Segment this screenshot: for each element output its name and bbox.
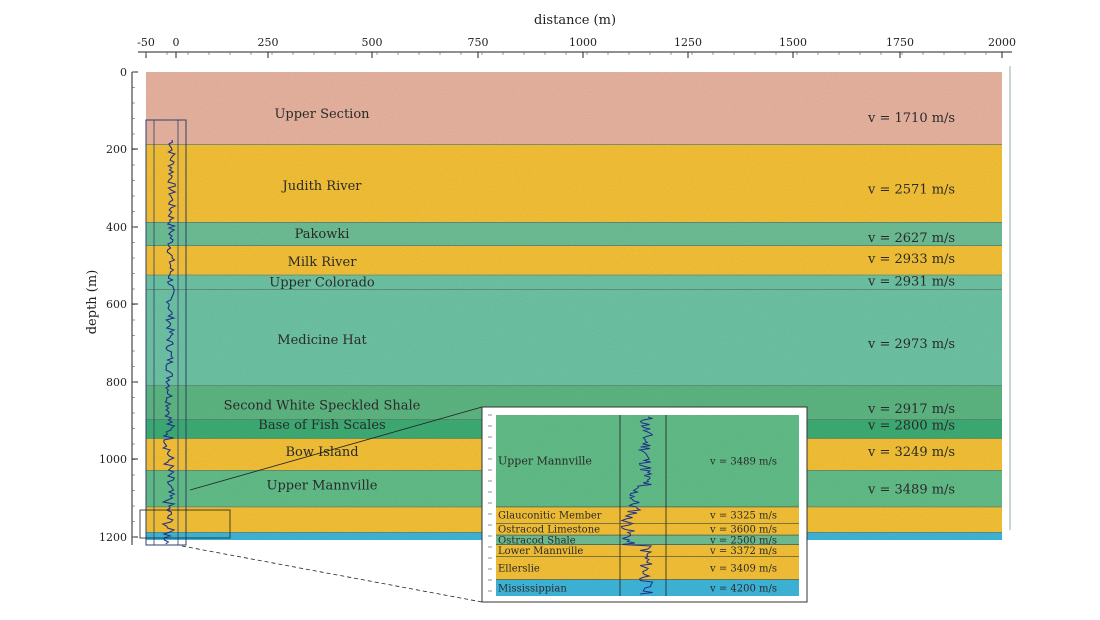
inset-layer-name-label: Lower Mannville [498,546,583,557]
inset-layer-velocity-label: v = 3372 m/s [709,546,777,557]
layer-velocity-label: v = 2933 m/s [867,252,955,267]
inset-layer-band [496,535,799,545]
layer-band [146,222,1002,246]
inset-layer-velocity-label: v = 3600 m/s [709,525,777,536]
x-tick-label: 1750 [886,36,914,49]
layer-band [146,144,1002,223]
y-axis-title: depth (m) [85,270,100,335]
x-tick-label: 1500 [779,36,807,49]
inset-layer-name-label: Glauconitic Member [498,511,602,522]
layer-name-label: Upper Colorado [269,276,375,291]
inset-layer-velocity-label: v = 4200 m/s [709,583,777,594]
y-tick-label: 800 [106,376,127,389]
x-tick-label: 250 [258,36,279,49]
inset-layer-name-label: Upper Mannville [498,454,592,467]
y-tick-label: 1200 [99,531,127,544]
y-tick-label: 200 [106,143,127,156]
layer-velocity-label: v = 2627 m/s [867,231,955,246]
x-axis-title: distance (m) [534,13,616,28]
layer-name-label: Pakowki [295,227,350,242]
layer-velocity-label: v = 1710 m/s [867,111,955,126]
well-log-column [139,119,231,546]
inset-layer-velocity-label: v = 2500 m/s [709,535,777,546]
x-tick-label: 750 [468,36,489,49]
layer-labels: Upper Section v = 1710 m/s Judith River v =… [224,107,955,498]
zoom-region-box [139,509,231,539]
inset-leader-line [181,545,483,603]
y-tick-label: 400 [106,221,127,234]
layer-name-label: Judith River [281,179,363,194]
y-tick-label: 600 [106,298,127,311]
y-tick-label: 0 [120,66,127,79]
layer-velocity-label: v = 2571 m/s [867,183,955,198]
inset-layer-band [496,544,799,557]
inset-layer-band [496,523,799,536]
y-tick-label: 1000 [99,453,127,466]
layer-band [146,245,1002,275]
inset-layer-velocity-label: v = 3489 m/s [709,456,777,467]
x-tick-label: 500 [362,36,383,49]
x-tick-label: 1250 [674,36,702,49]
sonic-log-curve [161,139,177,545]
x-tick-label: 2000 [988,36,1016,49]
inset-layer-band [496,506,799,524]
layer-name-label: Base of Fish Scales [258,418,385,433]
well-log-frame [145,119,187,546]
axes: -50 0 250 500 750 1000 1250 1500 1750 2000 0 200 400… [99,36,1016,545]
inset-layer-velocity-label: v = 3409 m/s [709,563,777,574]
x-tick-label: -50 [137,36,155,49]
inset-layer-name-label: Mississippian [498,583,567,594]
layer-band [146,72,1002,145]
layer-name-label: Second White Speckled Shale [224,398,421,413]
layer-name-label: Milk River [288,255,358,270]
layer-velocity-label: v = 2917 m/s [867,402,955,417]
layer-name-label: Medicine Hat [277,333,367,348]
x-tick-label: 0 [173,36,180,49]
inset-sonic-log-curve [620,416,654,595]
layer-velocity-label: v = 2931 m/s [867,274,955,289]
layer-velocity-label: v = 2800 m/s [867,419,955,434]
inset-layer-velocity-label: v = 3325 m/s [709,511,777,522]
inset-layer-name-label: Ostracod Limestone [498,525,600,536]
layer-band [146,289,1002,386]
layer-velocity-label: v = 3489 m/s [867,483,955,498]
layer-name-label: Upper Section [274,107,370,122]
inset-layer-name-label: Ellerslie [498,563,540,574]
inset-leader-line [189,406,483,491]
layer-velocity-label: v = 3249 m/s [867,445,955,460]
layer-name-label: Upper Mannville [267,478,378,493]
x-tick-label: 1000 [569,36,597,49]
inset-layer-name-label: Ostracod Shale [498,535,576,546]
layer-band [146,274,1002,290]
inset-zoom-panel: Upper Mannville v = 3489 m/s Glauconitic M… [181,406,808,603]
layer-velocity-label: v = 2973 m/s [867,337,955,352]
